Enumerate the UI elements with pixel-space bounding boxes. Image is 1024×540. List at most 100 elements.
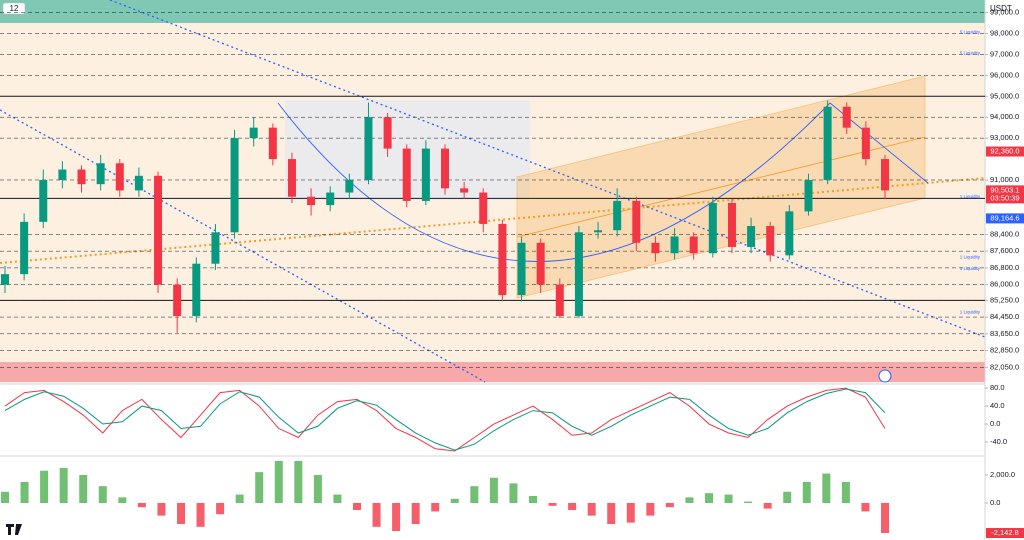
hist-bar [216,502,225,515]
annotation: 1 Liquidity [960,309,981,314]
candle-body [498,223,507,296]
hist-bar [353,502,361,511]
price-tag [986,185,1024,204]
countdown: 03:50:39 [990,193,1019,202]
y-tick-label: 87,600.0 [990,246,1019,255]
candle-body [517,242,526,296]
hist-bar [626,502,635,523]
hist-bar [411,502,420,525]
logo [6,524,22,535]
hist-bar [40,470,49,503]
y-tick-label: 82,850.0 [990,346,1019,355]
y-tick-label: 2,000.0 [990,470,1015,479]
candle-body [211,232,220,264]
y-tick-label: 86,000.0 [990,280,1019,289]
price-tag-label: 90,503.1 [990,185,1019,194]
y-tick-label: 97,000.0 [990,49,1019,58]
candle-body [39,179,48,222]
hist-bar [783,491,792,503]
value-tag [986,528,1024,539]
hist-bar [177,502,185,525]
hist-bar [470,486,479,503]
hist-bar [744,501,753,503]
candle-body [804,179,813,212]
hist-bar [372,502,381,527]
candle-body [115,163,124,191]
hist-bar [646,502,655,516]
hist-bar [724,494,733,503]
candle-body [670,236,679,254]
candle-body [823,106,832,180]
candle-body [766,226,775,256]
hist-bar [841,481,850,503]
alert-icon[interactable] [878,369,892,383]
candle-body [747,226,756,247]
candle-body [536,242,545,285]
y-tick-label: 0.0 [990,419,1000,428]
candle-body [613,200,622,231]
hist-bar [861,502,870,512]
candle-body [632,200,641,243]
candle-body [785,211,794,256]
candle-body [58,169,67,180]
y-tick-label: 88,400.0 [990,229,1019,238]
y-tick-label: 83,650.0 [990,329,1019,338]
candle-body [861,127,870,160]
candle-body [154,175,163,285]
candle-body [307,196,316,206]
hist-bar [294,460,303,503]
y-tick-label: 84,450.0 [990,312,1019,321]
candle-body [96,163,105,185]
y-tick-label: 85,250.0 [990,295,1019,304]
hist-bar [881,502,889,534]
y-tick-label: 93,000.0 [990,133,1019,142]
price-tag [986,213,1024,224]
hist-bar [235,494,244,503]
candle-body [1,274,9,285]
candle-body [134,175,143,191]
y-tick-label: -40.0 [990,437,1007,446]
y-tick-label: 94,000.0 [990,112,1019,121]
hist-bar [763,502,772,509]
annotation: 1 Liquidity [960,194,981,199]
hist-bar [333,494,342,503]
candle-body [574,232,583,317]
hist-bar [509,483,518,503]
indicator-line [4,388,886,451]
hist-bar [79,474,88,503]
hist-bar [665,502,674,508]
indicator-line [4,387,886,452]
candle-body [402,148,411,201]
hist-bar [157,502,166,516]
candle-body [326,192,335,206]
candle-body [345,179,354,193]
hist-bar [313,474,322,503]
hist-bar [255,472,264,503]
hist-bar [450,498,459,503]
hist-bar [59,467,68,503]
candle-body [230,138,239,233]
candle-body [77,169,86,185]
candle-body [383,117,392,149]
channel-mid [516,136,926,238]
annotation: 5 Liquidity [960,30,981,35]
candle-body [192,263,201,317]
candle-body [881,159,889,191]
candle-body [460,188,469,193]
y-tick-label: 80.0 [990,383,1005,392]
hist-bar [431,502,440,512]
candle-body [479,192,488,224]
y-tick-label: 86,800.0 [990,263,1019,272]
candle-body [364,117,373,180]
candle-body [20,221,29,275]
badge [2,2,26,15]
y-tick-label: 82,050.0 [990,362,1019,371]
hist-bar [822,473,831,503]
candle-body [727,203,736,247]
candle-body [249,127,258,139]
price-tag [986,146,1024,157]
value-label: -2,142.8 [991,528,1019,537]
candle-body [421,148,430,201]
hist-bar [802,481,811,503]
